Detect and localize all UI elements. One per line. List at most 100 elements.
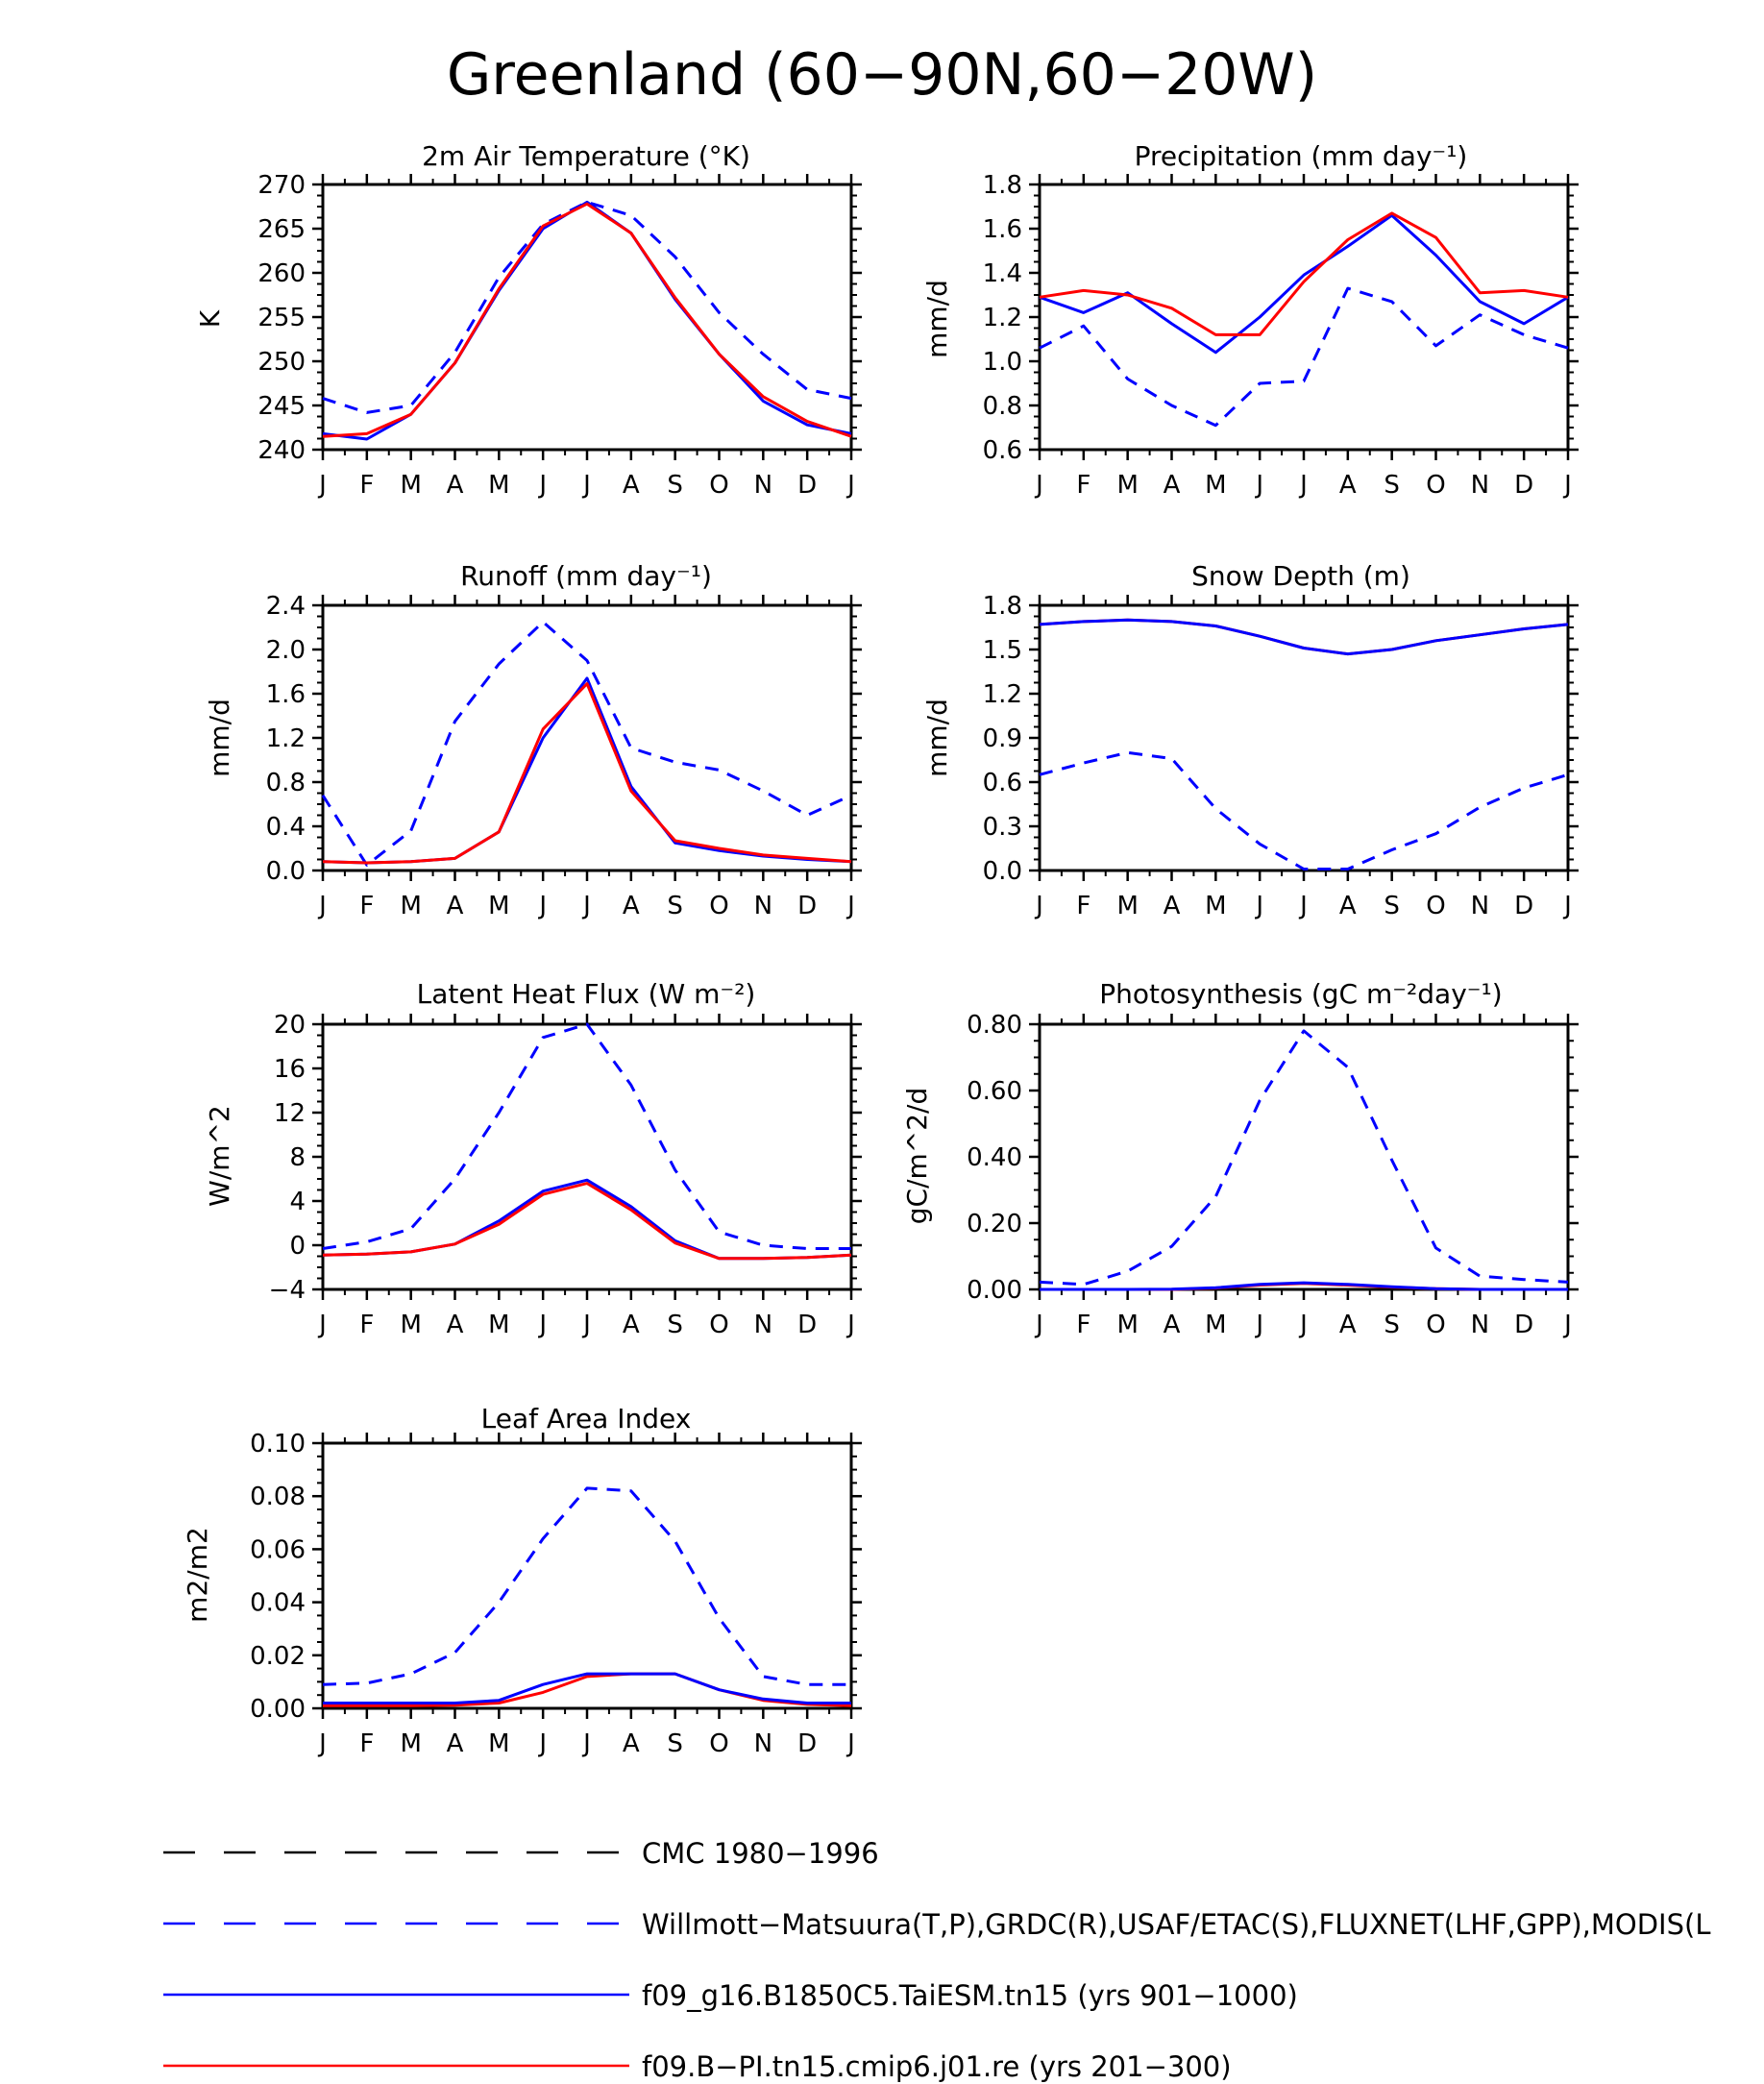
x-tick-label: J [1298, 1311, 1308, 1339]
legend-label: CMC 1980−1996 [642, 1837, 879, 1870]
x-tick-label: M [1205, 892, 1226, 920]
legend-label: Willmott−Matsuura(T,P),GRDC(R),USAF/ETAC… [642, 1908, 1711, 1941]
x-tick-label: M [400, 892, 421, 920]
x-tick-label: J [537, 1729, 547, 1758]
y-axis-label: mm/d [921, 280, 953, 358]
series-line-obs [322, 1486, 851, 1686]
y-tick-label: 8 [289, 1143, 306, 1172]
x-tick-label: S [667, 471, 683, 500]
x-tick-label: J [537, 892, 547, 920]
y-axis-label: K [194, 309, 226, 328]
x-tick-label: S [667, 892, 683, 920]
y-tick-label: 12 [274, 1099, 306, 1128]
legend-label: f09.B−PI.tn15.cmip6.j01.re (yrs 201−300) [642, 2050, 1232, 2083]
y-tick-label: 0.00 [250, 1695, 306, 1724]
x-tick-label: D [1514, 1311, 1533, 1339]
plot-frame [321, 183, 853, 452]
series-line-taiesm [1040, 1281, 1568, 1291]
y-tick-label: 0.6 [983, 436, 1022, 465]
y-tick-label: 2.4 [266, 592, 306, 621]
x-tick-label: M [1116, 471, 1138, 500]
x-tick-label: J [1562, 892, 1572, 920]
x-tick-label: F [1076, 471, 1090, 500]
y-tick-label: 0.20 [967, 1210, 1022, 1238]
x-tick-label: F [359, 471, 374, 500]
series-line-taiesm [1039, 213, 1569, 355]
y-tick-label: 245 [257, 392, 306, 421]
x-tick-label: F [359, 1729, 374, 1758]
legend: CMC 1980−1996 Willmott−Matsuura(T,P),GRD… [163, 1837, 1711, 2083]
x-tick-label: A [1339, 892, 1357, 920]
x-tick-label: J [317, 892, 327, 920]
y-tick-label: 0.4 [266, 813, 306, 842]
legend-entry-observations: Willmott−Matsuura(T,P),GRDC(R),USAF/ETAC… [163, 1908, 1711, 1941]
x-tick-label: A [447, 1729, 464, 1758]
series-line-taiesm [322, 200, 852, 441]
y-tick-label: 0.00 [967, 1276, 1022, 1305]
y-tick-label: 1.6 [983, 215, 1022, 244]
series-line-taiesm [322, 676, 852, 865]
y-tick-label: 250 [257, 348, 306, 377]
x-tick-label: J [581, 1729, 591, 1758]
x-tick-label: M [488, 892, 509, 920]
x-tick-label: J [1254, 1311, 1263, 1339]
plot-area: J F M A M J J A S O N D J1.81.51.20.90.60.30.0 [983, 592, 1579, 920]
y-tick-label: 1.8 [983, 171, 1022, 200]
legend-entry-cmip6: f09.B−PI.tn15.cmip6.j01.re (yrs 201−300) [163, 2050, 1232, 2083]
plot-frame [321, 603, 853, 872]
x-tick-label: O [709, 1729, 728, 1758]
x-tick-label: J [581, 892, 591, 920]
y-tick-label: 1.0 [983, 348, 1022, 377]
x-tick-label: N [754, 1729, 772, 1758]
x-tick-label: A [1339, 1311, 1357, 1339]
x-tick-label: F [1076, 1311, 1090, 1339]
x-tick-label: M [488, 1729, 509, 1758]
series-line-obs [322, 200, 852, 414]
panel-title: Latent Heat Flux (W m⁻²) [417, 978, 756, 1010]
y-axis-label: m2/m2 [182, 1527, 213, 1623]
x-tick-label: A [623, 1729, 640, 1758]
y-tick-label: 0.80 [967, 1011, 1022, 1040]
y-tick-label: 0.0 [266, 857, 306, 886]
x-tick-label: F [359, 1311, 374, 1339]
x-tick-label: J [845, 892, 855, 920]
y-tick-label: 0.60 [967, 1077, 1022, 1106]
x-tick-label: O [709, 471, 728, 500]
x-tick-label: A [623, 471, 640, 500]
y-tick-label: 0.10 [250, 1430, 306, 1459]
x-tick-label: J [1298, 892, 1308, 920]
y-axis-label: mm/d [204, 699, 235, 777]
y-tick-label: 0.04 [250, 1589, 306, 1618]
x-tick-label: S [1384, 892, 1400, 920]
x-tick-label: O [1426, 471, 1445, 500]
series-line-cmip6 [322, 202, 852, 438]
y-tick-label: 16 [274, 1055, 306, 1084]
x-tick-label: J [317, 471, 327, 500]
x-tick-label: J [317, 1729, 327, 1758]
x-tick-label: F [1076, 892, 1090, 920]
series-line-obs [1039, 750, 1569, 870]
x-tick-label: M [1116, 1311, 1138, 1339]
plot-frame [1038, 1022, 1570, 1291]
y-tick-label: 0 [289, 1232, 306, 1261]
plot-frame [321, 1441, 853, 1710]
panel-leaf-area-index: Leaf Area Index m2/m2 J F M A M J J A S O N D J0.100… [182, 1403, 862, 1758]
y-tick-label: 2.0 [266, 636, 306, 665]
y-tick-label: −4 [269, 1276, 306, 1305]
panel-title: Photosynthesis (gC m⁻²day⁻¹) [1099, 978, 1502, 1010]
plot-frame [321, 1022, 853, 1291]
y-tick-label: 0.6 [983, 769, 1022, 797]
x-tick-label: A [1164, 892, 1181, 920]
x-tick-label: D [1514, 892, 1533, 920]
series-line-cmip6 [322, 1182, 852, 1261]
x-tick-label: O [709, 892, 728, 920]
x-tick-label: A [623, 1311, 640, 1339]
x-tick-label: S [667, 1729, 683, 1758]
series-line-obs [322, 1022, 851, 1250]
y-tick-label: 255 [257, 304, 306, 332]
x-tick-label: M [400, 471, 421, 500]
y-tick-label: 240 [257, 436, 306, 465]
y-tick-label: 1.2 [983, 680, 1022, 709]
x-tick-label: F [359, 892, 374, 920]
